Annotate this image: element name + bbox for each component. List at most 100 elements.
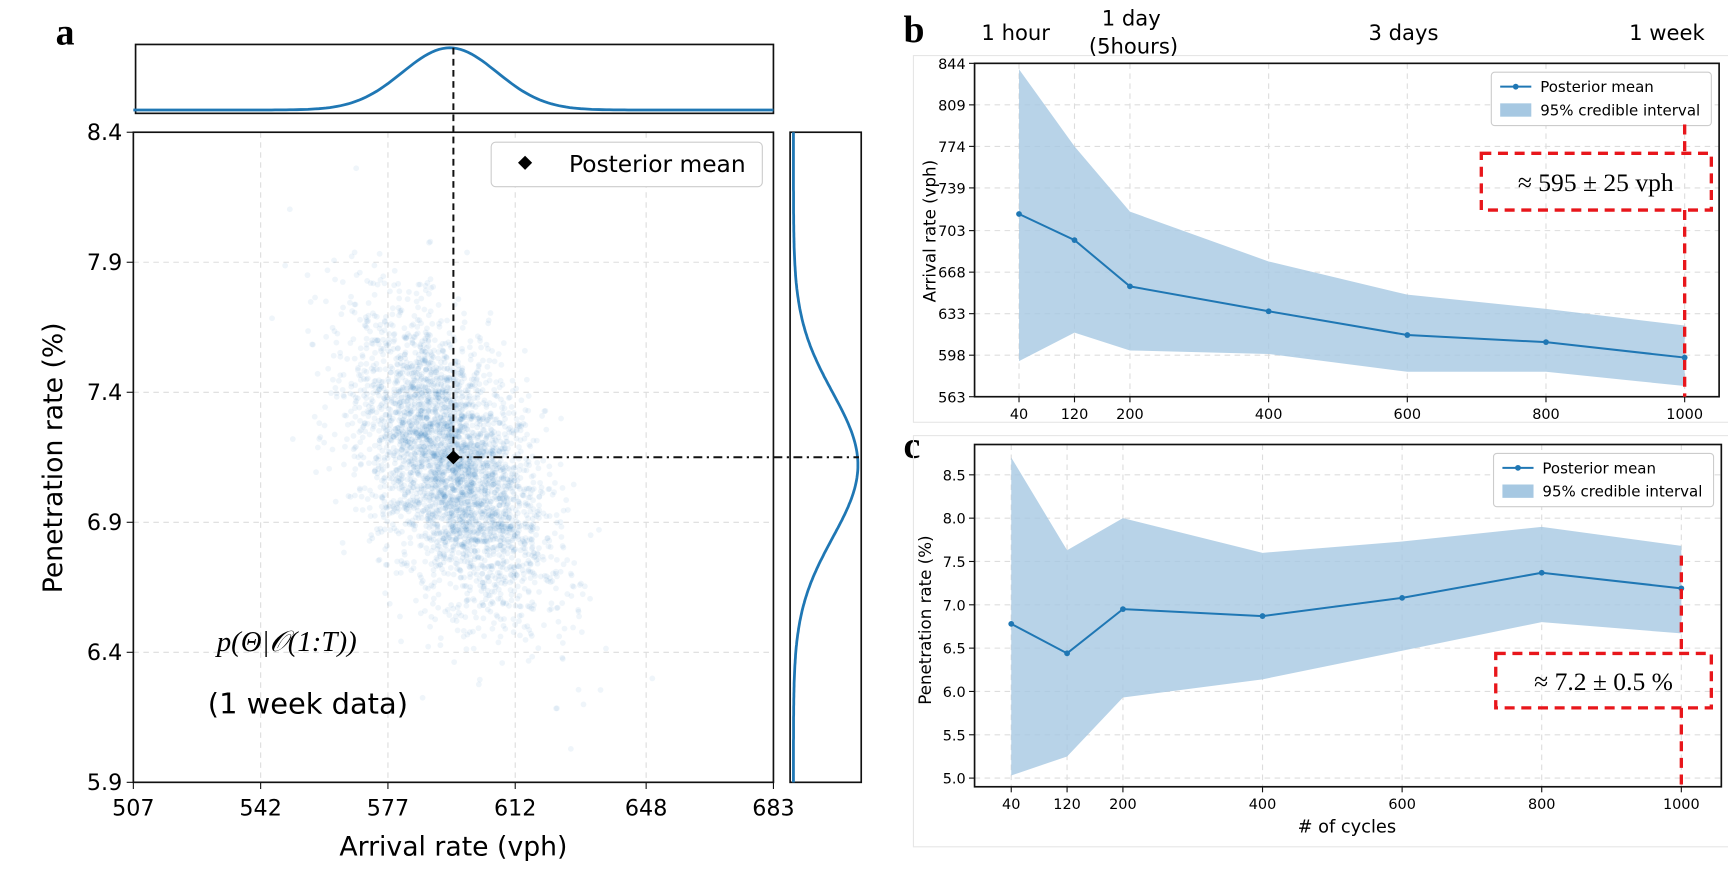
scatter-point [441,491,447,498]
scatter-point [413,449,420,456]
scatter-point [384,462,391,469]
scatter-point [455,446,462,453]
y-tick-label: 7.9 [87,250,122,276]
scatter-point [467,448,474,455]
scatter-point [409,499,416,506]
scatter-point [446,556,453,563]
scatter-point [488,533,495,540]
scatter-point [530,437,537,444]
scatter-point [282,262,289,269]
scatter-point [364,496,371,502]
scatter-point [422,329,429,336]
scatter-point [369,407,376,414]
scatter-point [490,458,497,465]
scatter-point [495,560,501,567]
scatter-point [382,590,389,597]
scatter-point [435,467,441,474]
scatter-point [371,468,378,475]
scatter-point [454,441,461,448]
scatter-point [382,396,389,403]
scatter-point [431,462,438,468]
scatter-point [524,623,531,629]
scatter-point [439,430,445,437]
scatter-point [413,430,420,437]
scatter-point [463,412,470,419]
scatter-point [337,372,344,379]
scatter-point [501,431,508,438]
scatter-point [395,478,402,485]
scatter-point [414,389,421,396]
scatter-point [467,584,474,590]
scatter-point [457,491,464,498]
scatter-point [378,348,384,354]
scatter-point [473,501,480,508]
scatter-point [429,485,436,492]
scatter-point [481,490,488,497]
scatter-point [469,413,475,420]
scatter-point [361,420,368,427]
scatter-point [445,420,451,427]
scatter-point [478,555,485,562]
scatter-point [440,417,446,424]
scatter-point [465,499,471,505]
scatter-point [533,437,540,444]
scatter-point [480,525,487,532]
scatter-point [497,377,504,384]
scatter-point [449,485,456,492]
scatter-point [435,391,442,397]
scatter-point [505,506,512,513]
scatter-point [453,535,460,541]
scatter-point [520,570,527,577]
scatter-point [491,588,498,595]
scatter-point [446,425,452,432]
scatter-point [465,401,472,408]
scatter-point [375,456,382,463]
scatter-point [431,512,437,519]
scatter-point [441,446,447,453]
scatter-point [457,567,464,574]
scatter-point [351,445,358,451]
scatter-point [438,417,445,424]
scatter-point [440,471,446,478]
scatter-point [497,633,504,640]
scatter-point [441,395,448,402]
scatter-point [407,477,414,483]
scatter-point [411,334,418,341]
scatter-point [395,368,401,375]
scatter-point [459,510,466,516]
scatter-point [433,530,440,537]
scatter-point [516,592,523,599]
scatter-point [468,352,474,359]
scatter-point [510,629,517,636]
scatter-point [457,463,464,470]
scatter-point [382,474,388,481]
scatter-point [467,455,474,462]
scatter-point [529,540,535,547]
scatter-point [456,476,463,483]
scatter-point [442,481,449,488]
panel-letter-c: c [903,425,920,467]
scatter-point [469,523,476,529]
scatter-point [474,412,480,419]
scatter-point [466,464,473,471]
scatter-point [442,492,449,499]
scatter-point [512,602,519,609]
scatter-point [498,396,504,403]
scatter-point [491,519,497,526]
scatter-point [441,445,448,452]
scatter-point [497,492,504,498]
scatter-point [488,562,494,569]
scatter-point [459,424,466,430]
scatter-point [401,540,407,547]
scatter-point [455,466,461,473]
scatter-point [333,339,340,346]
scatter-point [435,562,442,569]
scatter-point [414,383,421,390]
scatter-point [531,579,538,586]
scatter-point [397,438,403,445]
scatter-point [455,433,461,440]
scatter-point [500,473,507,479]
scatter-point [597,687,604,693]
scatter-point [497,595,504,602]
scatter-point [423,452,430,459]
